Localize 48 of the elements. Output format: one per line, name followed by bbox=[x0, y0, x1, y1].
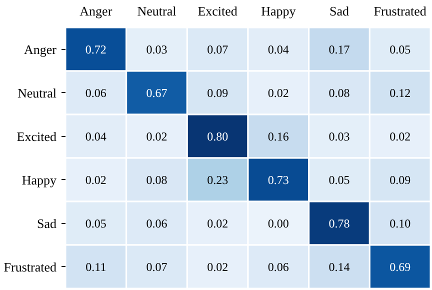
data-label: 0.05 bbox=[328, 172, 350, 187]
data-label: 0.02 bbox=[207, 216, 228, 230]
data-label: 0.05 bbox=[85, 216, 106, 230]
y-tick-label: Excited bbox=[16, 128, 57, 144]
data-label: 0.06 bbox=[146, 216, 168, 230]
data-label: 0.02 bbox=[390, 129, 411, 144]
data-label: 0.04 bbox=[85, 129, 106, 144]
data-label: 0.04 bbox=[268, 42, 289, 56]
data-label: 0.03 bbox=[328, 129, 350, 144]
x-tick-label: Excited bbox=[198, 4, 238, 18]
data-label: 0.08 bbox=[146, 172, 168, 187]
data-label: 0.09 bbox=[390, 172, 411, 187]
data-label: 0.02 bbox=[85, 172, 106, 187]
data-label: 0.07 bbox=[207, 42, 228, 56]
data-label: 0.12 bbox=[390, 86, 411, 100]
data-label: 0.78 bbox=[328, 216, 350, 230]
data-label: 0.80 bbox=[207, 129, 228, 144]
x-tick-label: Anger bbox=[80, 4, 113, 18]
data-label: 0.67 bbox=[146, 86, 168, 100]
data-label: 0.17 bbox=[328, 42, 350, 56]
data-label: 0.07 bbox=[146, 260, 168, 274]
data-label: 0.02 bbox=[207, 260, 228, 274]
data-label: 0.11 bbox=[86, 260, 106, 274]
data-label: 0.08 bbox=[328, 86, 350, 100]
data-label: 0.03 bbox=[146, 42, 168, 56]
data-label: 0.09 bbox=[207, 86, 228, 100]
x-tick-label: Neutral bbox=[137, 4, 177, 18]
data-label: 0.14 bbox=[328, 260, 350, 274]
data-label: 0.72 bbox=[85, 42, 106, 56]
data-label: 0.02 bbox=[268, 86, 289, 100]
x-tick-label: Happy bbox=[261, 4, 296, 18]
y-tick-label: Anger bbox=[24, 42, 58, 57]
data-label: 0.06 bbox=[85, 86, 106, 100]
data-label: 0.05 bbox=[390, 42, 411, 56]
data-label: 0.16 bbox=[268, 129, 289, 144]
x-tick-label: Sad bbox=[330, 4, 350, 18]
data-label: 0.06 bbox=[268, 260, 289, 274]
y-tick-label: Sad bbox=[37, 216, 57, 231]
y-tick-label: Happy bbox=[22, 172, 57, 188]
x-tick-label: Frustrated bbox=[374, 4, 427, 18]
data-label: 0.69 bbox=[390, 260, 411, 274]
data-label: 0.73 bbox=[268, 172, 289, 187]
data-label: 0.23 bbox=[207, 172, 228, 187]
y-tick-label: Frustrated bbox=[4, 259, 57, 274]
y-tick-label: Neutral bbox=[18, 85, 57, 100]
data-label: 0.00 bbox=[268, 216, 289, 230]
data-label: 0.02 bbox=[146, 129, 168, 144]
data-label: 0.10 bbox=[390, 216, 411, 230]
